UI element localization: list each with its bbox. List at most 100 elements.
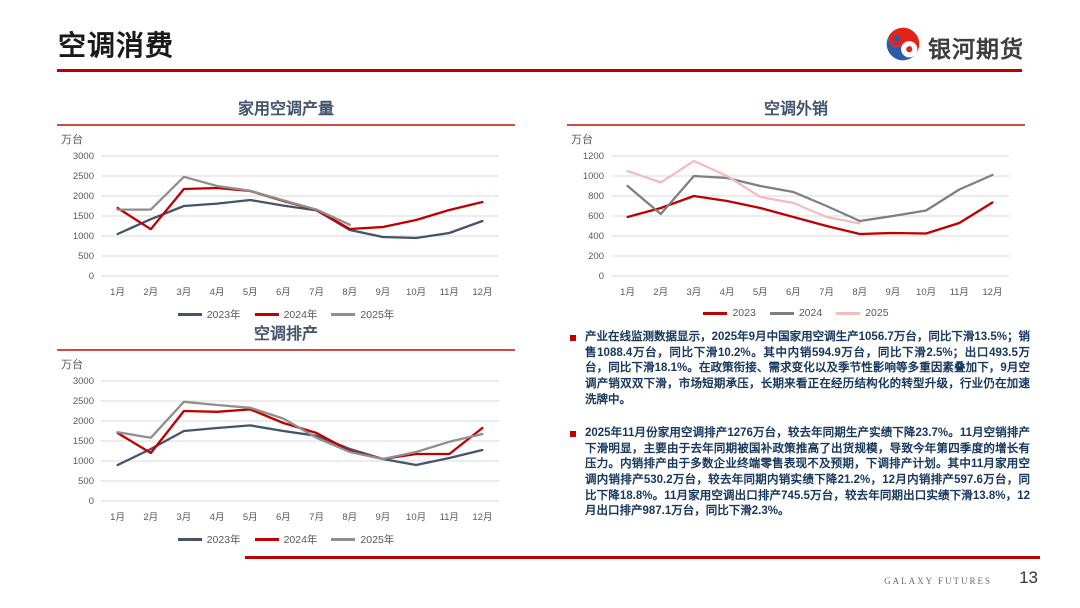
y-tick-label: 0 bbox=[89, 271, 94, 282]
legend-label: 2024年 bbox=[283, 534, 318, 546]
x-tick-label: 4月 bbox=[210, 287, 225, 298]
y-tick-label: 500 bbox=[78, 251, 94, 262]
y-axis-unit-label: 万台 bbox=[571, 134, 593, 146]
y-tick-label: 1000 bbox=[73, 231, 94, 242]
legend-swatch bbox=[331, 313, 356, 316]
legend-label: 2023 bbox=[732, 307, 756, 319]
x-tick-label: 1月 bbox=[110, 287, 125, 298]
legend-item: 2025 bbox=[836, 307, 889, 319]
x-tick-label: 6月 bbox=[276, 287, 291, 298]
analysis-section: 产业在线监测数据显示，2025年9月中国家用空调生产1056.7万台，同比下滑1… bbox=[570, 330, 1030, 520]
analysis-bullet: 产业在线监测数据显示，2025年9月中国家用空调生产1056.7万台，同比下滑1… bbox=[570, 330, 1030, 408]
x-tick-label: 11月 bbox=[440, 287, 459, 298]
chart-legend: 2023 2024 2025 bbox=[567, 307, 1025, 319]
y-tick-label: 1000 bbox=[583, 171, 604, 182]
x-tick-label: 6月 bbox=[786, 287, 801, 298]
legend-item: 2025年 bbox=[331, 532, 394, 547]
y-tick-label: 200 bbox=[588, 251, 604, 262]
chart-title: 空调外销 bbox=[567, 95, 1025, 126]
legend-swatch bbox=[254, 313, 279, 316]
series-line-2023年 bbox=[116, 424, 484, 467]
x-tick-label: 9月 bbox=[376, 287, 391, 298]
x-tick-label: 2月 bbox=[143, 287, 158, 298]
legend-swatch bbox=[254, 538, 279, 541]
y-axis-unit-label: 万台 bbox=[61, 134, 83, 146]
x-tick-label: 8月 bbox=[342, 287, 357, 298]
footer-divider bbox=[245, 556, 1040, 559]
series-line-2025年 bbox=[116, 400, 484, 461]
y-tick-label: 500 bbox=[78, 476, 94, 487]
y-tick-label: 2500 bbox=[73, 171, 94, 182]
x-tick-label: 10月 bbox=[916, 287, 936, 298]
x-tick-label: 3月 bbox=[687, 287, 702, 298]
y-tick-label: 800 bbox=[588, 191, 604, 202]
y-tick-label: 1500 bbox=[73, 211, 94, 222]
series-line-2024 bbox=[626, 173, 994, 223]
chart-title: 家用空调产量 bbox=[57, 95, 515, 126]
y-tick-label: 1500 bbox=[73, 436, 94, 447]
footer-brand-text: GALAXY FUTURES bbox=[884, 576, 992, 586]
legend-label: 2024年 bbox=[283, 309, 318, 321]
x-tick-label: 9月 bbox=[376, 512, 391, 523]
x-tick-label: 10月 bbox=[406, 512, 426, 523]
legend-item: 2025年 bbox=[331, 307, 394, 322]
y-tick-label: 1200 bbox=[583, 151, 604, 162]
chart-panel-export: 空调外销 万台 0 200 400 600 800 1000 1200 1月 2月 3月 4月 5月 6… bbox=[567, 95, 1025, 319]
legend-swatch bbox=[836, 311, 861, 315]
x-tick-label: 9月 bbox=[886, 287, 901, 298]
legend-swatch bbox=[177, 538, 202, 541]
x-tick-label: 11月 bbox=[440, 512, 459, 523]
x-tick-label: 6月 bbox=[276, 512, 291, 523]
legend-label: 2025 bbox=[865, 307, 889, 319]
y-tick-label: 0 bbox=[89, 496, 94, 507]
legend-label: 2024 bbox=[798, 307, 823, 319]
x-tick-label: 1月 bbox=[110, 512, 125, 523]
header-divider bbox=[57, 69, 1022, 72]
x-tick-label: 5月 bbox=[243, 512, 258, 523]
legend-swatch bbox=[177, 313, 202, 316]
production-line-chart: 0 500 1000 1500 2000 2500 3000 1月 2月 3月 4月 5月 6月 7月 8月… bbox=[73, 151, 499, 298]
legend-item: 2023年 bbox=[177, 532, 241, 547]
analysis-text: 2025年11月份家用空调排产1276万台，较去年同期生产实绩下降23.7%。1… bbox=[585, 427, 1030, 518]
series-line-2025 bbox=[626, 159, 861, 225]
brand-logo: 银河期货 bbox=[886, 27, 1024, 66]
x-tick-label: 5月 bbox=[243, 287, 258, 298]
x-tick-label: 3月 bbox=[177, 512, 192, 523]
legend-swatch bbox=[703, 311, 728, 315]
y-tick-label: 1000 bbox=[73, 456, 94, 467]
series-line-2025年 bbox=[116, 175, 351, 226]
y-tick-label: 3000 bbox=[73, 376, 94, 387]
series-line-2023年 bbox=[116, 198, 484, 240]
bullet-square-icon bbox=[570, 335, 576, 341]
x-tick-label: 10月 bbox=[406, 287, 426, 298]
legend-item: 2023年 bbox=[177, 307, 241, 322]
x-tick-label: 4月 bbox=[210, 512, 225, 523]
chart-title: 空调排产 bbox=[57, 320, 515, 351]
page-number: 13 bbox=[1019, 568, 1038, 587]
scheduling-line-chart: 0 500 1000 1500 2000 2500 3000 1月 2月 3月 4月 5月 6月 7月 8月… bbox=[73, 376, 499, 523]
brand-name: 银河期货 bbox=[928, 35, 1024, 62]
y-tick-label: 2000 bbox=[73, 191, 94, 202]
x-tick-label: 7月 bbox=[309, 287, 324, 298]
x-tick-label: 12月 bbox=[982, 287, 1002, 298]
x-tick-label: 3月 bbox=[177, 287, 192, 298]
x-tick-label: 12月 bbox=[472, 287, 492, 298]
y-tick-label: 2500 bbox=[73, 396, 94, 407]
export-line-chart: 0 200 400 600 800 1000 1200 1月 2月 3月 4月 5月 6月 7月 8月 9月 1… bbox=[583, 151, 1009, 298]
x-tick-label: 7月 bbox=[819, 287, 834, 298]
y-axis-unit-label: 万台 bbox=[61, 359, 83, 371]
y-tick-label: 3000 bbox=[73, 151, 94, 162]
legend-label: 2025年 bbox=[360, 309, 395, 321]
x-tick-label: 11月 bbox=[950, 287, 969, 298]
x-tick-label: 7月 bbox=[309, 512, 324, 523]
x-tick-label: 2月 bbox=[653, 287, 668, 298]
x-tick-label: 4月 bbox=[720, 287, 735, 298]
y-tick-label: 0 bbox=[599, 271, 604, 282]
legend-label: 2025年 bbox=[360, 534, 395, 546]
x-tick-label: 8月 bbox=[852, 287, 867, 298]
bullet-square-icon bbox=[570, 431, 576, 438]
x-tick-label: 1月 bbox=[620, 287, 635, 298]
legend-label: 2023年 bbox=[206, 309, 241, 321]
legend-item: 2023 bbox=[703, 307, 756, 319]
